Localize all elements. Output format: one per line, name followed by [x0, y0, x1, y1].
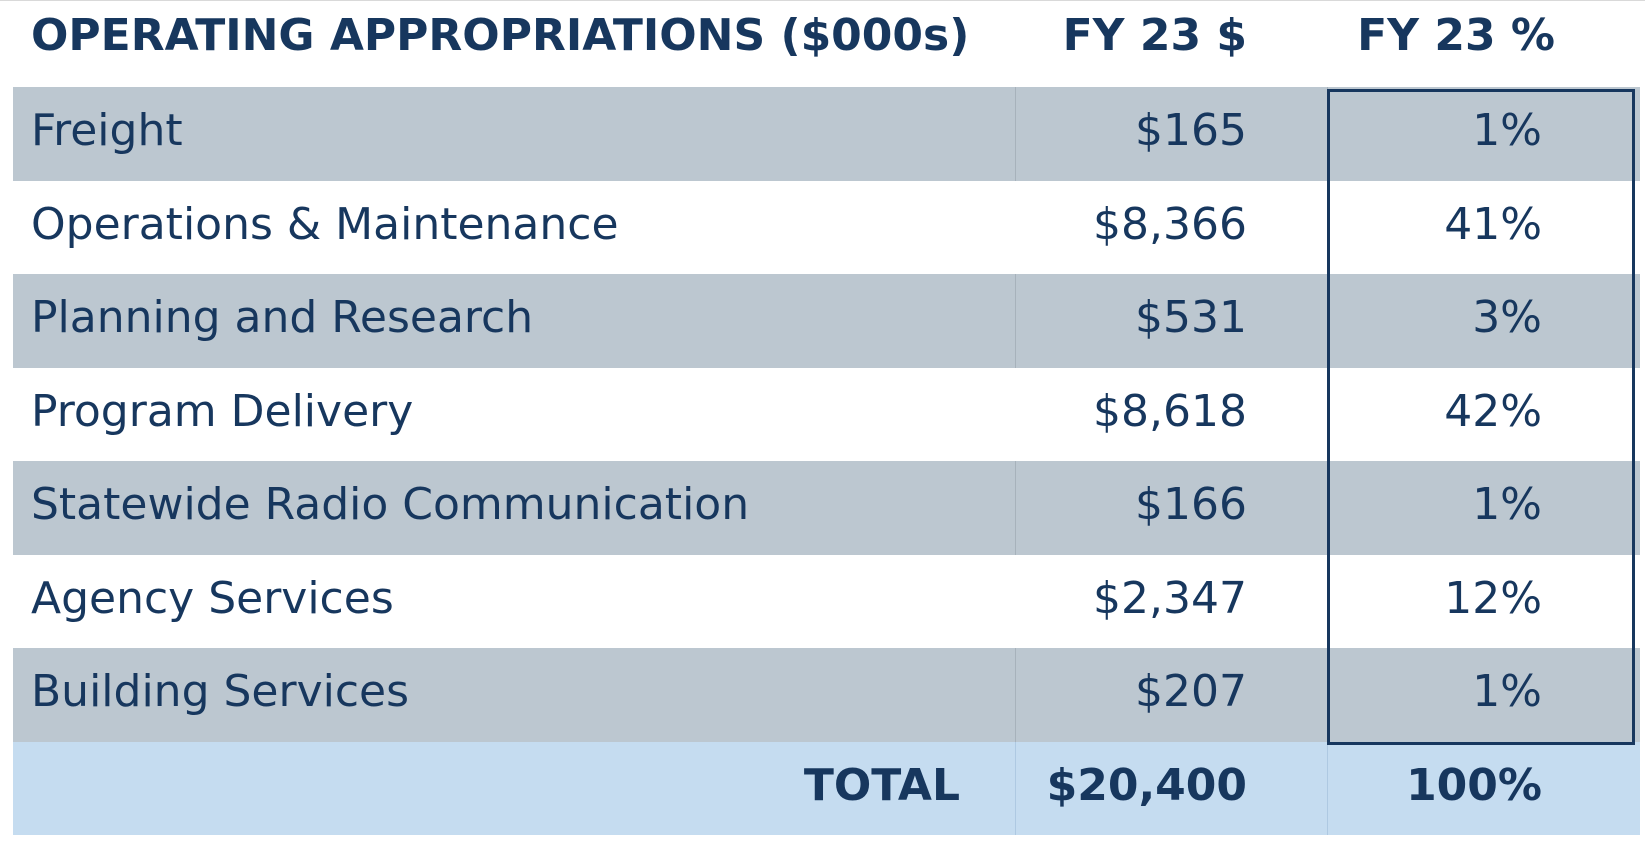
row-amount: $165: [1135, 105, 1247, 156]
table-row: Building Services $207 1%: [13, 648, 1640, 742]
table-row: Operations & Maintenance $8,366 41%: [13, 180, 1640, 274]
total-row: TOTAL $20,400 100%: [13, 741, 1640, 835]
top-rule: [0, 0, 1645, 1]
row-amount: $8,618: [1093, 385, 1247, 437]
row-percent: 1%: [1472, 105, 1542, 156]
row-label: Building Services: [31, 666, 410, 717]
column-divider: [1327, 461, 1328, 555]
column-divider: [1015, 741, 1016, 835]
row-label: Planning and Research: [31, 292, 534, 343]
total-percent: 100%: [1406, 759, 1542, 811]
row-percent: 1%: [1472, 666, 1542, 717]
column-divider: [1327, 87, 1328, 181]
row-label: Operations & Maintenance: [31, 198, 619, 250]
table-row: Statewide Radio Communication $166 1%: [13, 461, 1640, 555]
header-percent: FY 23 %: [1357, 10, 1555, 61]
row-label: Agency Services: [31, 572, 394, 624]
total-label: TOTAL: [803, 759, 960, 811]
header-amount: FY 23 $: [1062, 10, 1247, 61]
column-divider: [1015, 274, 1016, 368]
row-percent: 1%: [1472, 479, 1542, 530]
table-row: Agency Services $2,347 12%: [13, 554, 1640, 648]
table-header: OPERATING APPROPRIATIONS ($000s) FY 23 $…: [13, 0, 1640, 87]
row-amount: $8,366: [1093, 198, 1247, 250]
header-label: OPERATING APPROPRIATIONS ($000s): [31, 10, 970, 61]
row-label: Statewide Radio Communication: [31, 479, 750, 530]
row-amount: $166: [1135, 479, 1247, 530]
row-label: Freight: [31, 105, 183, 156]
column-divider: [1327, 741, 1328, 835]
column-divider: [1327, 648, 1328, 742]
table-row: Program Delivery $8,618 42%: [13, 367, 1640, 461]
row-amount: $531: [1135, 292, 1247, 343]
row-percent: 42%: [1444, 385, 1542, 437]
row-label: Program Delivery: [31, 385, 414, 437]
column-divider: [1015, 461, 1016, 555]
row-percent: 41%: [1444, 198, 1542, 250]
column-divider: [1015, 87, 1016, 181]
appropriations-table: OPERATING APPROPRIATIONS ($000s) FY 23 $…: [13, 0, 1640, 835]
row-amount: $207: [1135, 666, 1247, 717]
table-row: Planning and Research $531 3%: [13, 274, 1640, 368]
total-amount: $20,400: [1046, 759, 1247, 811]
column-divider: [1015, 648, 1016, 742]
table-row: Freight $165 1%: [13, 87, 1640, 181]
row-percent: 12%: [1444, 572, 1542, 624]
row-percent: 3%: [1472, 292, 1542, 343]
row-amount: $2,347: [1093, 572, 1247, 624]
column-divider: [1327, 274, 1328, 368]
